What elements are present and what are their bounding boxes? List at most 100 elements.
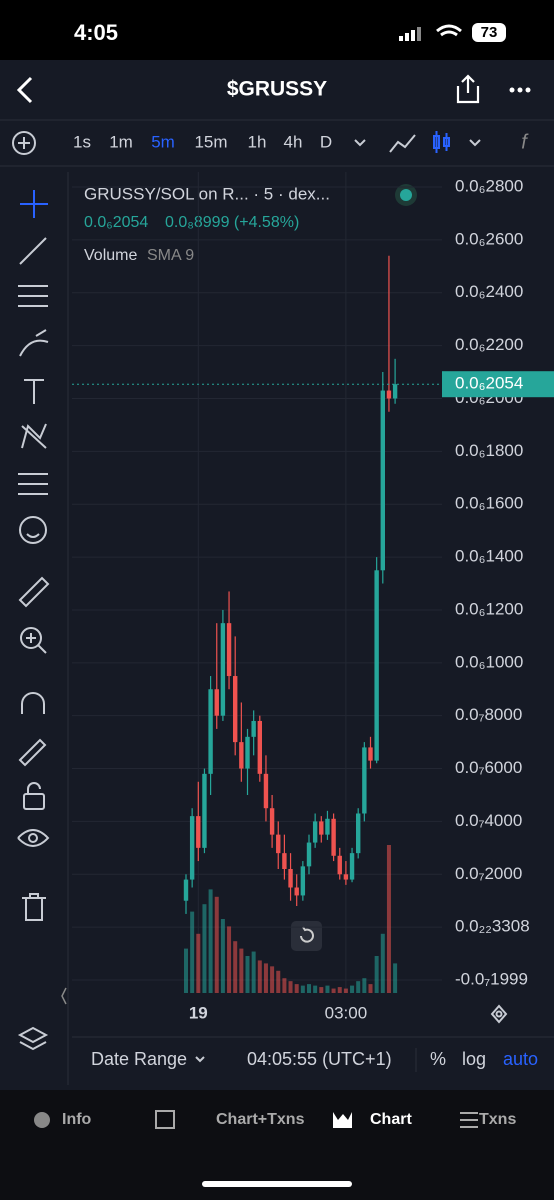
candle-body xyxy=(312,821,318,843)
candle-body xyxy=(239,742,244,769)
text-tool[interactable] xyxy=(24,379,44,404)
lock-tool[interactable] xyxy=(23,782,45,810)
interval-button[interactable]: 1m xyxy=(109,132,133,151)
ruler-tool[interactable] xyxy=(18,576,50,608)
volume-bar xyxy=(393,963,398,993)
lock-drawing-tool[interactable] xyxy=(18,738,47,767)
interval-dropdown[interactable] xyxy=(354,139,366,147)
magnet-tool[interactable] xyxy=(21,692,45,714)
candle-body xyxy=(233,676,238,743)
style-dropdown[interactable] xyxy=(469,139,481,147)
reset-chart[interactable] xyxy=(291,921,322,951)
tab-icon xyxy=(460,1112,478,1128)
zoom-tool[interactable] xyxy=(20,627,47,654)
candle-body xyxy=(380,390,385,571)
fx-button[interactable]: f xyxy=(521,131,529,153)
back-button[interactable] xyxy=(16,76,33,104)
crosshair-tool[interactable] xyxy=(20,190,48,218)
candle-body xyxy=(362,747,367,814)
add-indicator[interactable] xyxy=(12,131,36,155)
candle-body xyxy=(196,816,201,848)
x-tick-label: 19 xyxy=(189,1003,208,1022)
candle-body xyxy=(245,736,250,769)
line-style-button[interactable] xyxy=(389,134,416,153)
volume-bar xyxy=(368,984,373,993)
x-tick-label: 03:00 xyxy=(325,1003,368,1022)
candle-body xyxy=(282,853,287,870)
volume-bar xyxy=(350,985,355,993)
y-tick-label: 0.0₇8000 xyxy=(455,705,522,724)
settings-button[interactable] xyxy=(490,1004,508,1024)
volume-bar xyxy=(214,896,219,993)
legend-change: 0.0₈8999 (+4.58%) xyxy=(165,214,299,231)
home-indicator xyxy=(202,1181,352,1187)
fib-tool[interactable] xyxy=(18,285,48,307)
volume-bar xyxy=(294,984,299,993)
tab[interactable]: Chart+Txns xyxy=(216,1111,305,1128)
emoji-tool[interactable] xyxy=(19,516,47,544)
candle-body xyxy=(269,808,275,835)
collapse-toolbar[interactable] xyxy=(61,987,67,1005)
volume-bar xyxy=(313,985,318,993)
interval-button[interactable]: 1h xyxy=(248,132,267,151)
candle-body xyxy=(202,773,207,848)
volume-bar xyxy=(220,919,225,993)
log-toggle[interactable]: log xyxy=(462,1049,486,1069)
tab[interactable]: Txns xyxy=(479,1111,516,1128)
date-range[interactable]: Date Range xyxy=(91,1049,187,1069)
candle-body xyxy=(343,874,349,880)
candle-body xyxy=(208,689,213,774)
tab[interactable]: Info xyxy=(62,1111,92,1128)
candle-body xyxy=(392,384,398,399)
y-tick-label: 0.0₆1400 xyxy=(455,547,523,566)
date-range-dropdown[interactable] xyxy=(195,1056,205,1063)
y-tick-label: -0.0₇1999 xyxy=(455,969,528,988)
candle-body xyxy=(300,866,306,896)
signal-icon xyxy=(399,27,421,41)
candle-style-button[interactable] xyxy=(433,131,450,153)
volume-bar xyxy=(251,951,256,993)
percent-toggle[interactable]: % xyxy=(430,1049,446,1069)
volume-bar xyxy=(227,926,232,993)
y-tick-label: 0.0₆1600 xyxy=(455,494,523,513)
interval-button[interactable]: 4h xyxy=(284,132,303,151)
trendline-tool[interactable] xyxy=(19,237,47,265)
forecast-tool[interactable] xyxy=(18,473,48,495)
volume-bar xyxy=(202,904,207,993)
layers-button[interactable] xyxy=(17,1026,49,1051)
tab[interactable]: Chart xyxy=(370,1111,412,1128)
interval-button[interactable]: 15m xyxy=(194,132,227,151)
y-tick-label: 0.0₇6000 xyxy=(455,758,522,777)
pattern-tool[interactable] xyxy=(21,423,47,449)
volume-bar xyxy=(343,988,348,993)
tab-icon xyxy=(155,1110,175,1129)
share-button[interactable] xyxy=(456,74,480,104)
volume-bar xyxy=(245,956,250,993)
candle-body xyxy=(374,570,379,761)
y-tick-label: 0.0₆2400 xyxy=(455,282,523,301)
volume-bar xyxy=(196,933,201,993)
more-button[interactable] xyxy=(509,87,531,93)
interval-button[interactable]: 1s xyxy=(73,132,91,151)
interval-button[interactable]: 5m xyxy=(151,132,175,151)
visibility-tool[interactable] xyxy=(17,829,50,847)
status-time: 4:05 xyxy=(74,20,118,45)
battery-icon xyxy=(472,23,506,42)
auto-toggle[interactable]: auto xyxy=(503,1049,538,1069)
candle-body xyxy=(356,813,361,854)
y-tick-label: 0.0₂₂3308 xyxy=(455,917,530,936)
brush-tool[interactable] xyxy=(19,329,49,357)
delete-tool[interactable] xyxy=(22,893,46,921)
wifi-icon xyxy=(436,24,462,37)
volume-bar xyxy=(319,987,324,993)
price-tag-label: 0.0₆2054 xyxy=(455,374,523,393)
volume-bar xyxy=(386,845,391,993)
interval-button[interactable]: D xyxy=(320,132,332,151)
volume-bar xyxy=(374,956,379,993)
candle-body xyxy=(257,720,262,774)
volume-bar xyxy=(270,966,275,993)
price-tag xyxy=(442,371,554,398)
clock: 04:05:55 (UTC+1) xyxy=(247,1049,392,1069)
volume-bar xyxy=(257,960,262,993)
candle-body xyxy=(189,816,195,880)
